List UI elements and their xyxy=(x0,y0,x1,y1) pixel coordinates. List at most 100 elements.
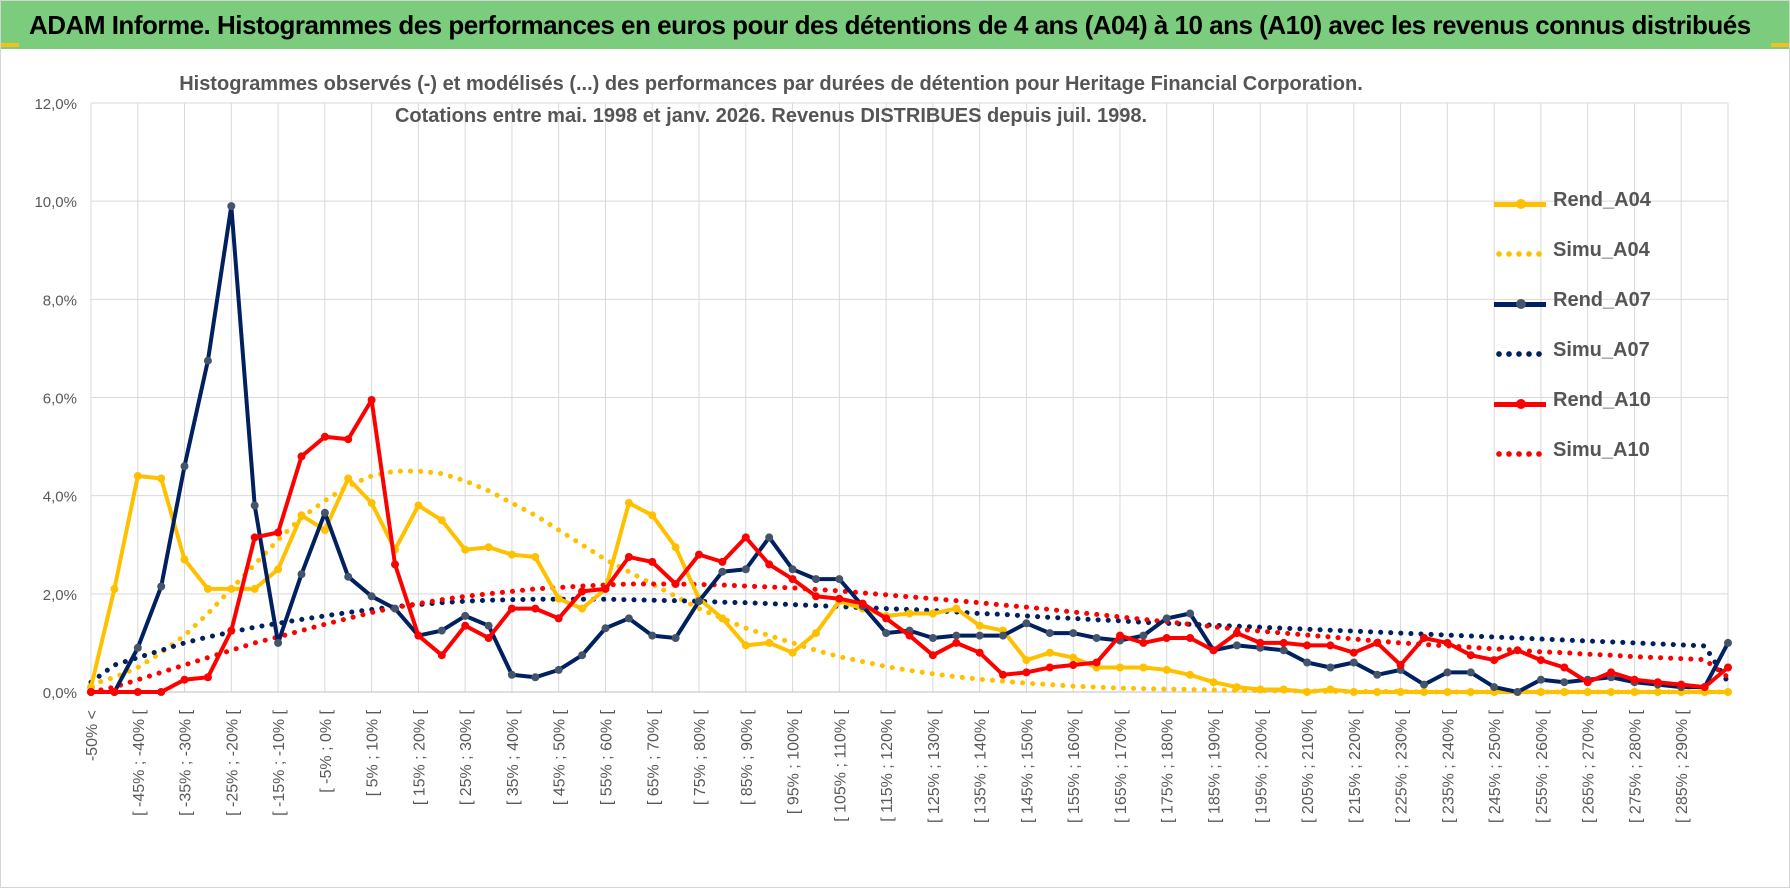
x-tick-label: [ 185% ; 190% [ xyxy=(1207,709,1224,823)
data-point-rend_a10 xyxy=(648,557,657,566)
data-point-rend_a04 xyxy=(671,543,680,552)
x-tick-label: [ 65% ; 70% [ xyxy=(645,709,662,805)
data-point-rend_a10 xyxy=(1536,656,1545,665)
data-point-rend_a10 xyxy=(601,584,610,593)
data-point-rend_a04 xyxy=(320,526,329,534)
data-point-rend_a04 xyxy=(1724,688,1732,696)
data-point-rend_a10 xyxy=(741,533,750,542)
data-point-rend_a04 xyxy=(1373,688,1382,696)
data-point-rend_a07 xyxy=(882,629,891,638)
data-point-rend_a10 xyxy=(87,688,95,696)
data-point-rend_a04 xyxy=(718,614,727,623)
data-point-rend_a04 xyxy=(1022,656,1031,665)
data-point-rend_a10 xyxy=(1256,638,1265,647)
data-point-rend_a10 xyxy=(1560,663,1569,672)
legend-swatch xyxy=(1494,199,1546,209)
data-point-rend_a07 xyxy=(274,638,283,647)
legend-label: Simu_A04 xyxy=(1553,239,1650,261)
x-tick-label: [ 235% ; 240% [ xyxy=(1440,709,1457,823)
legend-swatch xyxy=(1494,450,1546,458)
x-tick-label: [ 25% ; 30% [ xyxy=(458,709,475,805)
data-point-rend_a04 xyxy=(928,609,937,618)
data-point-rend_a07 xyxy=(671,634,680,642)
data-point-rend_a07 xyxy=(578,651,587,660)
x-tick-label: [ 5% ; 10% [ xyxy=(365,709,382,796)
x-tick-label: [ -25% ; -20% [ xyxy=(224,709,241,815)
data-point-rend_a04 xyxy=(1232,683,1241,692)
data-point-rend_a10 xyxy=(975,648,984,657)
data-point-rend_a07 xyxy=(344,572,353,581)
data-point-rend_a10 xyxy=(1513,646,1522,655)
x-tick-label: [ -15% ; -10% [ xyxy=(271,709,288,815)
data-point-rend_a07 xyxy=(928,634,937,642)
x-tick-label: [ 45% ; 50% [ xyxy=(552,709,569,805)
data-point-rend_a10 xyxy=(1162,634,1171,642)
data-point-rend_a10 xyxy=(157,688,166,696)
data-point-rend_a07 xyxy=(1443,668,1452,677)
data-point-rend_a10 xyxy=(1186,634,1195,642)
data-point-rend_a10 xyxy=(928,651,937,660)
data-point-rend_a07 xyxy=(1466,668,1475,677)
legend-swatch xyxy=(1494,350,1546,358)
data-point-rend_a07 xyxy=(180,462,189,471)
data-point-rend_a07 xyxy=(1490,683,1499,692)
data-point-rend_a10 xyxy=(1069,661,1078,669)
data-point-rend_a07 xyxy=(1186,609,1195,618)
data-point-rend_a10 xyxy=(437,651,446,660)
data-point-rend_a04 xyxy=(180,555,189,564)
data-point-rend_a07 xyxy=(297,570,306,579)
data-point-rend_a04 xyxy=(1466,688,1475,696)
banner-accent-right xyxy=(1771,43,1789,47)
data-point-rend_a07 xyxy=(1022,619,1031,628)
data-point-rend_a10 xyxy=(1630,675,1639,684)
data-point-rend_a04 xyxy=(414,501,423,510)
data-point-rend_a07 xyxy=(624,614,633,623)
data-point-rend_a04 xyxy=(227,584,236,593)
x-tick-label: [ 145% ; 150% [ xyxy=(1019,709,1036,823)
data-point-rend_a04 xyxy=(624,499,633,507)
data-point-rend_a10 xyxy=(250,533,259,542)
data-point-rend_a10 xyxy=(1583,678,1592,687)
data-point-rend_a07 xyxy=(1069,629,1078,638)
data-point-rend_a10 xyxy=(1022,668,1031,677)
y-tick-label: 12,0% xyxy=(34,96,77,113)
data-point-rend_a04 xyxy=(905,609,914,618)
data-point-rend_a04 xyxy=(1443,688,1452,696)
data-point-rend_a04 xyxy=(250,584,259,593)
series-line-rend_a07 xyxy=(91,204,1730,694)
data-point-rend_a10 xyxy=(110,688,119,696)
x-tick-label: [ 285% ; 290% [ xyxy=(1674,709,1691,823)
data-point-rend_a04 xyxy=(1186,670,1195,679)
data-point-rend_a10 xyxy=(1303,641,1312,650)
data-point-rend_a10 xyxy=(1677,680,1686,689)
y-tick-label: 2,0% xyxy=(43,587,77,604)
data-point-rend_a10 xyxy=(1724,663,1732,672)
x-tick-label: [ 75% ; 80% [ xyxy=(692,709,709,805)
data-point-rend_a10 xyxy=(1326,641,1335,650)
data-point-rend_a04 xyxy=(1139,663,1148,672)
data-point-rend_a04 xyxy=(1279,685,1288,694)
data-point-rend_a10 xyxy=(1653,678,1662,687)
data-point-rend_a07 xyxy=(133,643,142,652)
data-point-rend_a10 xyxy=(788,575,797,584)
x-tick-label: -50% < xyxy=(84,710,101,761)
data-point-rend_a07 xyxy=(1513,688,1522,696)
data-point-rend_a10 xyxy=(718,557,727,566)
x-tick-label: [ 85% ; 90% [ xyxy=(739,709,756,805)
x-tick-label: [ 105% ; 110% [ xyxy=(832,709,849,821)
data-point-rend_a10 xyxy=(320,432,329,441)
data-point-rend_a10 xyxy=(461,621,470,630)
legend-swatch xyxy=(1494,250,1546,258)
data-point-rend_a10 xyxy=(1279,638,1288,647)
series-line-simu_a07 xyxy=(88,596,1731,685)
data-point-rend_a10 xyxy=(882,614,891,623)
data-point-rend_a04 xyxy=(1653,688,1662,696)
data-point-rend_a07 xyxy=(975,631,984,640)
data-point-rend_a07 xyxy=(1326,663,1335,672)
data-point-rend_a04 xyxy=(531,553,540,561)
x-tick-label: [ 125% ; 130% [ xyxy=(926,709,943,823)
data-point-rend_a07 xyxy=(391,604,399,613)
data-point-rend_a10 xyxy=(297,452,306,461)
data-point-rend_a07 xyxy=(788,565,797,574)
